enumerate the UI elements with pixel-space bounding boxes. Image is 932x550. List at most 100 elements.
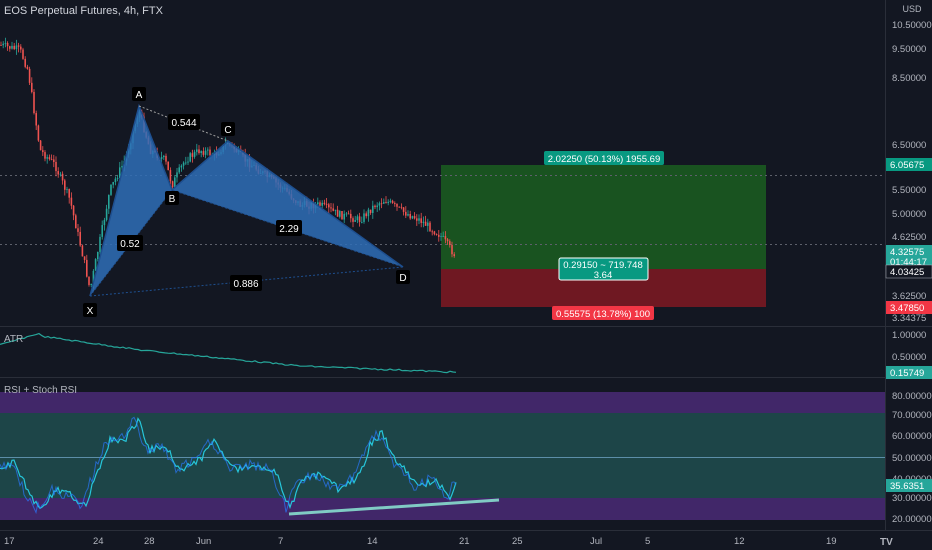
time-tick: 21 — [459, 536, 470, 547]
ratio-label-ab[interactable]: 0.544 — [168, 114, 200, 130]
candle-body — [446, 239, 449, 242]
candle-body — [391, 200, 394, 204]
candle-body — [394, 203, 396, 204]
candle-body — [365, 213, 367, 217]
rsi-value-tag[interactable]: 35.6351 — [886, 479, 932, 492]
rsi-tick: 30.00000 — [892, 493, 932, 504]
candle-body — [81, 245, 84, 257]
rsi-tick: 70.00000 — [892, 410, 932, 421]
price-tag-entry[interactable]: 4.03425 — [885, 264, 932, 279]
harmonic-point-b[interactable]: B — [165, 191, 179, 205]
candle-body — [171, 181, 174, 188]
candle-body — [449, 241, 451, 246]
candle-body — [334, 209, 337, 211]
candle-body — [336, 209, 339, 217]
candle-body — [402, 207, 405, 212]
candle-body — [114, 178, 117, 183]
candle-body — [121, 165, 123, 168]
candle-body — [372, 205, 374, 213]
candle-body — [207, 149, 209, 151]
atr-line[interactable] — [0, 332, 457, 374]
stoch-rsi-line[interactable] — [0, 416, 457, 515]
harmonic-xab-triangle[interactable] — [90, 106, 172, 296]
candle-body — [72, 205, 75, 216]
rsi-divergence-trendline[interactable] — [288, 498, 500, 516]
candle-body — [422, 221, 425, 223]
candle-body — [361, 221, 363, 223]
time-axis[interactable]: 17 24 28 Jun 7 14 21 25 Jul 5 12 19 — [4, 536, 837, 547]
candle-body — [376, 205, 378, 208]
candle-body — [440, 236, 442, 237]
candle-body — [416, 218, 418, 221]
price-axis[interactable]: 10.50000 9.50000 8.50000 6.50000 5.50000… — [892, 20, 932, 324]
candle-body — [409, 214, 411, 219]
candle-body — [341, 211, 343, 220]
candle-body — [66, 189, 68, 190]
price-tag-last[interactable]: 4.32575 01:44:17 — [886, 245, 932, 268]
harmonic-point-a[interactable]: A — [132, 87, 146, 101]
candle-body — [444, 236, 447, 240]
candle-body — [119, 167, 121, 179]
svg-text:A: A — [136, 90, 143, 101]
candle-body — [451, 245, 453, 255]
candle-body — [343, 213, 345, 220]
harmonic-bcd-triangle[interactable] — [172, 141, 403, 267]
time-tick: 24 — [93, 536, 104, 547]
candle-body — [429, 222, 431, 232]
candle-body — [405, 211, 407, 216]
rsi-line[interactable] — [0, 417, 457, 510]
candle-body — [178, 167, 180, 173]
harmonic-point-d[interactable]: D — [396, 270, 410, 284]
candle-body — [0, 45, 2, 46]
rsi-tick: 50.00000 — [892, 453, 932, 464]
candle-body — [354, 220, 356, 222]
rsi-middle-band — [0, 413, 885, 498]
candle-body — [369, 209, 372, 213]
svg-text:0.886: 0.886 — [233, 279, 258, 290]
candle-body — [53, 159, 55, 162]
position-stop-label[interactable]: 0.55575 (13.78%) 100 — [552, 306, 654, 320]
candle-body — [339, 211, 341, 217]
rsi-overbought-band — [0, 392, 885, 413]
price-tag-stop[interactable]: 3.47850 — [886, 301, 932, 314]
harmonic-point-c[interactable]: C — [221, 122, 235, 136]
svg-text:4.32575: 4.32575 — [890, 247, 924, 258]
candle-body — [380, 203, 383, 205]
candle-body — [99, 236, 101, 252]
long-position-profit-zone[interactable] — [441, 165, 766, 269]
candle-body — [389, 200, 392, 202]
position-entry-label[interactable]: 0.29150 ~ 719.748 3.64 — [558, 257, 649, 281]
ratio-label-bd[interactable]: 2.29 — [276, 220, 302, 236]
ratio-label-xb[interactable]: 0.52 — [117, 235, 143, 251]
candle-body — [13, 45, 15, 50]
candle-body — [323, 202, 326, 204]
rsi-tick: 80.00000 — [892, 391, 932, 402]
candle-body — [75, 215, 77, 229]
atr-pane[interactable] — [0, 327, 885, 377]
candle-body — [332, 208, 334, 211]
candle-body — [88, 276, 90, 285]
price-tick: 3.34375 — [892, 313, 926, 324]
candle-body — [20, 46, 22, 50]
time-tick: 12 — [734, 536, 745, 547]
candle-body — [92, 270, 95, 284]
candle-body — [383, 202, 385, 204]
candle-body — [356, 216, 359, 221]
candle-body — [57, 171, 59, 175]
rsi-oversold-band — [0, 498, 885, 520]
ratio-label-xd[interactable]: 0.886 — [230, 275, 262, 291]
harmonic-point-x[interactable]: X — [83, 303, 97, 317]
candle-body — [330, 207, 332, 209]
svg-text:D: D — [399, 273, 406, 284]
atr-value-tag[interactable]: 0.15749 — [886, 366, 932, 379]
currency-label: USD — [902, 4, 922, 14]
candle-body — [187, 161, 189, 163]
candle-body — [204, 150, 207, 155]
position-target-label[interactable]: 2.02250 (50.13%) 1955.69 — [544, 151, 664, 165]
candle-body — [46, 157, 48, 159]
candle-body — [193, 151, 196, 157]
price-tag-target[interactable]: 6.05675 — [886, 158, 932, 171]
candle-body — [110, 184, 112, 195]
